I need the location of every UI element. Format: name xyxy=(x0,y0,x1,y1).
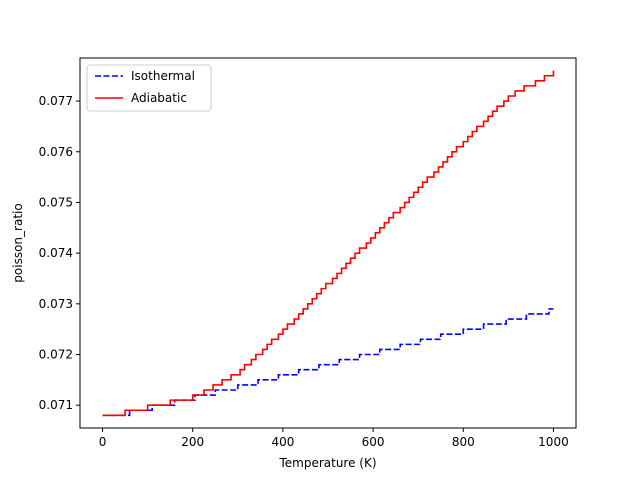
y-axis-label: poisson_ratio xyxy=(11,203,25,282)
legend-label-adiabatic: Adiabatic xyxy=(131,91,187,105)
y-tick-label: 0.072 xyxy=(39,348,73,362)
x-tick-label: 200 xyxy=(181,435,204,449)
series-line-isothermal xyxy=(102,308,554,417)
y-tick-label: 0.077 xyxy=(39,94,73,108)
x-tick-label: 800 xyxy=(452,435,475,449)
y-tick-label: 0.075 xyxy=(39,195,73,209)
x-tick-label: 400 xyxy=(271,435,294,449)
series-layer xyxy=(102,70,555,417)
y-tick-label: 0.076 xyxy=(39,145,73,159)
x-tick-label: 1000 xyxy=(538,435,569,449)
x-tick-label: 0 xyxy=(99,435,107,449)
ticks-layer: 0 200 400 600 800 1000 0.071 0.072 0.073 0.074 0.0… xyxy=(39,94,569,449)
y-tick-label: 0.074 xyxy=(39,246,73,260)
x-tick-label: 600 xyxy=(362,435,385,449)
plot-frame xyxy=(79,57,577,429)
y-tick-label: 0.071 xyxy=(39,398,73,412)
y-tick-label: 0.073 xyxy=(39,297,73,311)
legend-label-isothermal: Isothermal xyxy=(131,69,195,83)
x-axis-label: Temperature (K) xyxy=(278,456,376,470)
series-line-adiabatic xyxy=(102,70,555,417)
legend: Isothermal Adiabatic xyxy=(86,64,212,112)
